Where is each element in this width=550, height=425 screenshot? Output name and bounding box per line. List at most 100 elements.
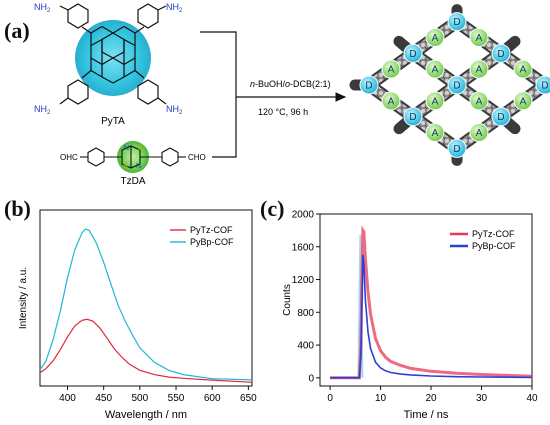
- donor-node-label: D: [453, 81, 460, 92]
- donor-node: [403, 43, 423, 63]
- acceptor-node-label: A: [388, 96, 395, 107]
- acceptor-node: [425, 123, 445, 143]
- acceptor-node-label: A: [432, 33, 439, 44]
- chart-c-xtick-label: 40: [526, 393, 538, 404]
- amine-label-tl: NH2: [34, 2, 51, 14]
- pyta-label: PyTA: [101, 116, 125, 127]
- donor-node: [447, 12, 467, 32]
- panel-label-a: (a): [4, 18, 30, 43]
- donor-node: [447, 138, 467, 158]
- acceptor-node-label: A: [476, 128, 483, 139]
- donor-node: [491, 107, 511, 127]
- series-c-pybp: [330, 254, 533, 379]
- thiazole-n-top: N: [124, 145, 129, 152]
- tzda-label: TzDA: [121, 176, 146, 187]
- acceptor-node-label: A: [520, 65, 527, 76]
- chart-b-legend: PyTz-COF PyBp-COF: [170, 225, 234, 247]
- chart-c-ytick-label: 0: [308, 373, 314, 384]
- chart-b-xticks: 400 450 500 550 600 650: [59, 386, 257, 404]
- chart-b-ylabel: Intensity / a.u.: [18, 267, 29, 329]
- chart-b-xtick-label: 550: [168, 393, 185, 404]
- chart-b-xtick-label: 600: [204, 393, 221, 404]
- acceptor-node-label: A: [432, 65, 439, 76]
- donor-node-label: D: [497, 49, 504, 60]
- donor-node: [535, 75, 550, 95]
- acceptor-node: [425, 59, 445, 79]
- panel-label-b: (b): [4, 196, 31, 221]
- chart-c-xlabel: Time / ns: [404, 409, 449, 421]
- lattice-nodes: D D D D D D D D D A A A A A A A A A A A A: [359, 12, 550, 158]
- acceptor-node: [469, 59, 489, 79]
- chart-b-xlabel: Wavelength / nm: [105, 409, 187, 421]
- acceptor-node: [381, 59, 401, 79]
- donor-node: [491, 43, 511, 63]
- acceptor-node-label: A: [476, 96, 483, 107]
- chart-c-ytick-label: 400: [297, 341, 314, 352]
- pyta-monomer: NH2 NH2 NH2 NH2 PyTA: [34, 2, 183, 127]
- donor-node-label: D: [409, 112, 416, 123]
- chart-b-xtick-label: 650: [240, 393, 257, 404]
- series-c-irf: [330, 234, 364, 379]
- condition-temperature: 120 °C, 96 h: [258, 107, 308, 117]
- thiazole-s-bottom: S: [123, 163, 128, 170]
- legend-b-label-pybp: PyBp-COF: [190, 237, 234, 247]
- legend-c-label-pytz: PyTz-COF: [472, 229, 515, 239]
- acceptor-node-label: A: [520, 96, 527, 107]
- donor-node: [359, 75, 379, 95]
- acceptor-node: [469, 123, 489, 143]
- acceptor-node-label: A: [432, 96, 439, 107]
- donor-node-label: D: [409, 49, 416, 60]
- amine-label-tr: NH2: [166, 2, 183, 14]
- amine-label-bl: NH2: [34, 104, 51, 116]
- donor-node-label: D: [497, 112, 504, 123]
- donor-node: [403, 107, 423, 127]
- chart-c-frame: [319, 213, 533, 387]
- acceptor-node-label: A: [388, 65, 395, 76]
- tzda-monomer: N N S S OHC CHO TzDA: [60, 141, 206, 187]
- pyta-aryl-arms: [59, 3, 167, 105]
- chart-c-xtick-label: 0: [327, 393, 333, 404]
- legend-b-label-pytz: PyTz-COF: [190, 225, 233, 235]
- acceptor-node-label: A: [476, 65, 483, 76]
- tzda-rings: [80, 145, 186, 169]
- chart-b-frame: [39, 209, 253, 387]
- panel-label-c: (c): [260, 196, 285, 221]
- chart-c-ytick-label: 1600: [292, 242, 315, 253]
- cof-lattice: D D D D D D D D D A A A A A A A A A A A A: [349, 4, 550, 166]
- chart-c-series: [330, 225, 533, 380]
- aldehyde-left: OHC: [60, 153, 78, 162]
- acceptor-node: [425, 27, 445, 47]
- series-b-pybp: [39, 228, 253, 381]
- acceptor-node: [513, 91, 533, 111]
- acceptor-node: [469, 27, 489, 47]
- amine-label-br: NH2: [166, 104, 183, 116]
- donor-node-label: D: [453, 144, 460, 155]
- acceptor-node: [513, 59, 533, 79]
- acceptor-node-label: A: [476, 33, 483, 44]
- aldehyde-right: CHO: [188, 153, 206, 162]
- chart-c-legend: PyTz-COF PyBp-COF: [450, 229, 516, 251]
- donor-node-label: D: [365, 81, 372, 92]
- donor-node-label: D: [453, 17, 460, 28]
- donor-node-label: D: [541, 81, 548, 92]
- donor-node: [447, 75, 467, 95]
- acceptor-node: [381, 91, 401, 111]
- chart-b-xtick-label: 400: [59, 393, 76, 404]
- reaction-bracket: [200, 31, 347, 158]
- acceptor-node-label: A: [432, 128, 439, 139]
- chart-c-ytick-label: 2000: [292, 210, 315, 221]
- chart-b-xtick-label: 450: [95, 393, 112, 404]
- chart-c-xtick-label: 20: [425, 393, 437, 404]
- acceptor-node: [469, 91, 489, 111]
- chart-c-ylabel: Counts: [282, 284, 293, 316]
- condition-solvent: n-BuOH/o-DCB(2:1): [250, 79, 331, 89]
- chart-b-xtick-label: 500: [132, 393, 149, 404]
- chart-c-xtick-label: 30: [476, 393, 488, 404]
- pyrene-core: [90, 25, 136, 84]
- thiazole-n-bottom: N: [136, 163, 141, 170]
- acceptor-node: [425, 91, 445, 111]
- chart-b: 400 450 500 550 600 650 Wavelength / nm Inten…: [18, 209, 257, 421]
